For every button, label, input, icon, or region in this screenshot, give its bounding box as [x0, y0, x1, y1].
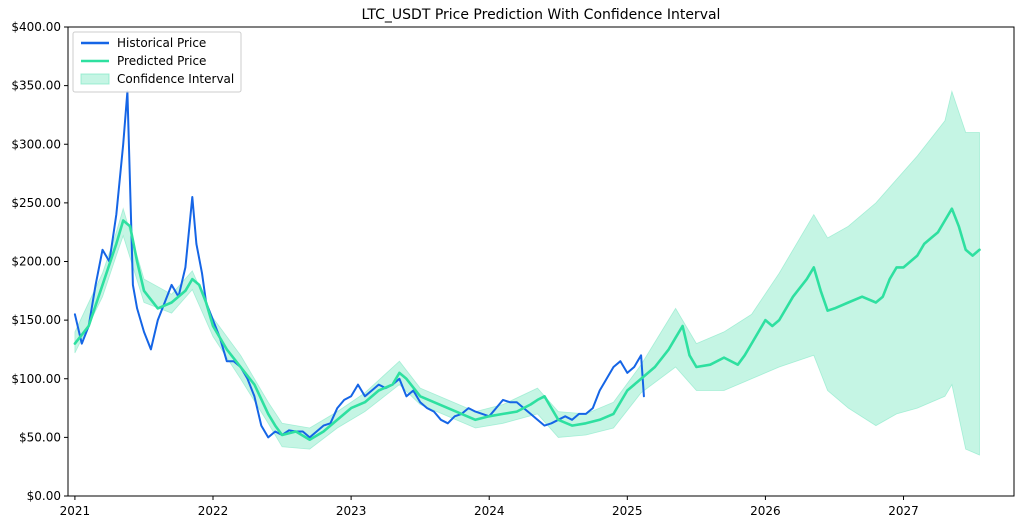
confidence-band-layer [74, 90, 980, 456]
x-tick-label: 2026 [750, 504, 781, 518]
y-tick-label: $50.00 [19, 430, 61, 444]
x-tick-label: 2022 [198, 504, 229, 518]
legend: Historical Price Predicted Price Confidenc… [72, 31, 242, 93]
predicted-price-line [73, 207, 981, 442]
y-tick-label: $350.00 [11, 79, 61, 93]
y-tick-label: $400.00 [11, 20, 61, 34]
y-tick-label: $100.00 [11, 372, 61, 386]
x-axis: 2021 2022 2023 2024 2025 2026 2027 [60, 496, 919, 518]
x-tick-label: 2023 [336, 504, 367, 518]
y-axis: $0.00 $50.00 $100.00 $150.00 $200.00 $250.00 $… [11, 20, 68, 503]
historical-price-line [73, 90, 645, 439]
series-layer [73, 90, 981, 442]
x-tick-label: 2024 [474, 504, 505, 518]
x-tick-label: 2027 [888, 504, 919, 518]
y-tick-label: $200.00 [11, 255, 61, 269]
x-tick-label: 2021 [60, 504, 91, 518]
y-tick-label: $0.00 [27, 489, 61, 503]
chart-title: LTC_USDT Price Prediction With Confidenc… [362, 7, 721, 23]
x-tick-label: 2025 [612, 504, 643, 518]
y-tick-label: $250.00 [11, 196, 61, 210]
y-tick-label: $300.00 [11, 137, 61, 151]
y-tick-label: $150.00 [11, 313, 61, 327]
legend-label-historical-price: Historical Price [117, 36, 206, 50]
confidence-interval-band [74, 90, 980, 456]
legend-box [72, 31, 242, 93]
legend-label-predicted-price: Predicted Price [117, 54, 206, 68]
legend-swatch-confidence-interval [80, 73, 110, 85]
legend-label-confidence-interval: Confidence Interval [117, 72, 234, 86]
